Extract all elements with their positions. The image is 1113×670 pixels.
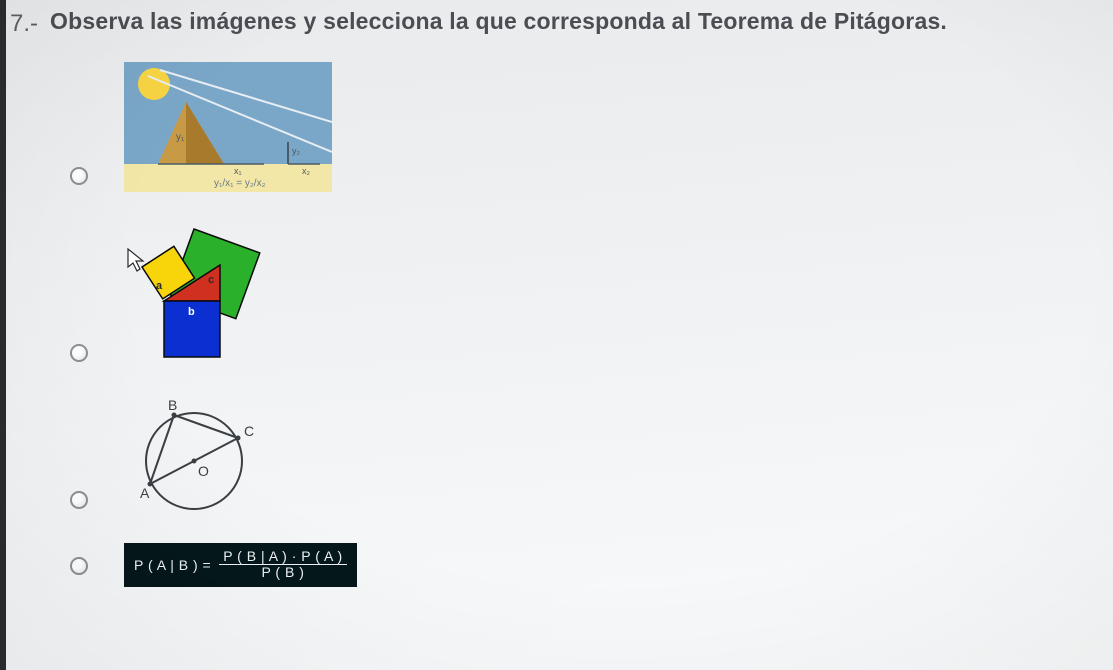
label-b: b <box>188 306 195 318</box>
label-eq: y₁/x₁ = y₂/x₂ <box>214 178 266 189</box>
cursor-icon <box>126 247 146 273</box>
page-left-edge <box>0 0 6 670</box>
label-O: O <box>198 463 209 479</box>
option-c-image: A B C O <box>124 396 264 521</box>
option-d[interactable]: P ( A | B ) = P ( B | A ) · P ( A ) P ( … <box>70 543 1073 587</box>
thales-pyramid-svg: y₁ x₁ y₂ x₂ y₁/x₁ = y₂/x₂ <box>124 62 332 192</box>
bayes-num: P ( B | A ) · P ( A ) <box>219 549 346 565</box>
label-c: c <box>208 274 214 286</box>
label-A: A <box>140 485 150 501</box>
thales-circle-svg: A B C O <box>124 396 264 516</box>
bayes-den: P ( B ) <box>257 565 308 580</box>
label-C: C <box>244 423 254 439</box>
quiz-page: 7.- Observa las imágenes y selecciona la… <box>0 0 1113 670</box>
radio-b[interactable] <box>70 344 88 362</box>
option-d-image: P ( A | B ) = P ( B | A ) · P ( A ) P ( … <box>124 543 357 587</box>
label-a: a <box>156 280 163 292</box>
option-c[interactable]: A B C O <box>70 396 1073 521</box>
radio-d[interactable] <box>70 557 88 575</box>
label-x1: x₁ <box>234 166 242 176</box>
option-a[interactable]: y₁ x₁ y₂ x₂ y₁/x₁ = y₂/x₂ <box>70 62 1073 197</box>
label-x2: x₂ <box>302 166 311 176</box>
label-y1: y₁ <box>176 132 185 143</box>
question-row: 7.- Observa las imágenes y selecciona la… <box>0 8 1073 38</box>
bayes-fraction: P ( B | A ) · P ( A ) P ( B ) <box>219 549 346 581</box>
label-y2: y₂ <box>292 146 301 156</box>
option-b[interactable]: a c b <box>70 219 1073 374</box>
bayes-lhs: P ( A | B ) = <box>134 557 211 573</box>
option-b-image: a c b <box>124 219 284 374</box>
question-text: Observa las imágenes y selecciona la que… <box>50 8 947 35</box>
radio-c[interactable] <box>70 491 88 509</box>
pythagoras-svg: a c b <box>124 219 284 369</box>
options-list: y₁ x₁ y₂ x₂ y₁/x₁ = y₂/x₂ <box>70 62 1073 587</box>
bayes-formula: P ( A | B ) = P ( B | A ) · P ( A ) P ( … <box>124 543 357 587</box>
option-a-image: y₁ x₁ y₂ x₂ y₁/x₁ = y₂/x₂ <box>124 62 332 197</box>
label-B: B <box>168 397 177 413</box>
radio-a[interactable] <box>70 167 88 185</box>
